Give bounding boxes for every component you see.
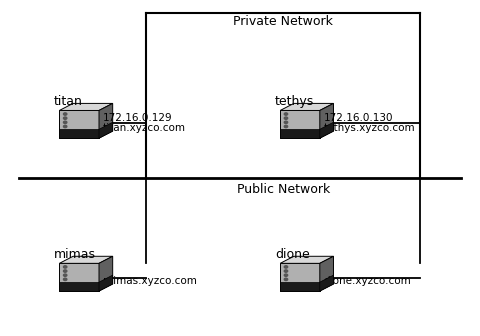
Circle shape <box>63 121 67 124</box>
Text: Public Network: Public Network <box>237 183 330 196</box>
Circle shape <box>284 121 288 124</box>
Polygon shape <box>320 275 334 291</box>
Polygon shape <box>280 282 320 291</box>
Polygon shape <box>280 103 334 111</box>
Circle shape <box>284 266 288 268</box>
Text: tethys: tethys <box>275 95 314 108</box>
Polygon shape <box>99 256 113 291</box>
Polygon shape <box>99 103 113 138</box>
Polygon shape <box>280 129 320 138</box>
Polygon shape <box>320 103 334 138</box>
Text: dione: dione <box>275 248 310 261</box>
Polygon shape <box>60 282 99 291</box>
Circle shape <box>63 270 67 272</box>
Circle shape <box>63 274 67 277</box>
Circle shape <box>284 125 288 128</box>
Text: titan.xyzco.com: titan.xyzco.com <box>103 123 186 133</box>
Circle shape <box>63 278 67 281</box>
Polygon shape <box>60 256 113 263</box>
Polygon shape <box>60 111 99 138</box>
Text: 172.16.0.129: 172.16.0.129 <box>103 113 172 123</box>
Polygon shape <box>280 111 320 138</box>
Circle shape <box>63 125 67 128</box>
Circle shape <box>284 278 288 281</box>
Text: dione.xyzco.com: dione.xyzco.com <box>324 276 411 286</box>
Text: Private Network: Private Network <box>233 15 333 28</box>
Polygon shape <box>320 122 334 138</box>
Circle shape <box>63 117 67 119</box>
Polygon shape <box>60 263 99 291</box>
Polygon shape <box>99 275 113 291</box>
Text: mimas.xyzco.com: mimas.xyzco.com <box>103 276 196 286</box>
Circle shape <box>284 113 288 115</box>
Polygon shape <box>280 263 320 291</box>
Circle shape <box>284 274 288 277</box>
Polygon shape <box>60 103 113 111</box>
Circle shape <box>284 270 288 272</box>
Text: 172.16.0.130: 172.16.0.130 <box>324 113 393 123</box>
Circle shape <box>63 113 67 115</box>
Polygon shape <box>60 129 99 138</box>
Text: mimas: mimas <box>54 248 96 261</box>
Polygon shape <box>99 122 113 138</box>
Polygon shape <box>320 256 334 291</box>
Text: tethys.xyzco.com: tethys.xyzco.com <box>324 123 415 133</box>
Circle shape <box>284 117 288 119</box>
Polygon shape <box>280 256 334 263</box>
Text: titan: titan <box>54 95 83 108</box>
Circle shape <box>63 266 67 268</box>
